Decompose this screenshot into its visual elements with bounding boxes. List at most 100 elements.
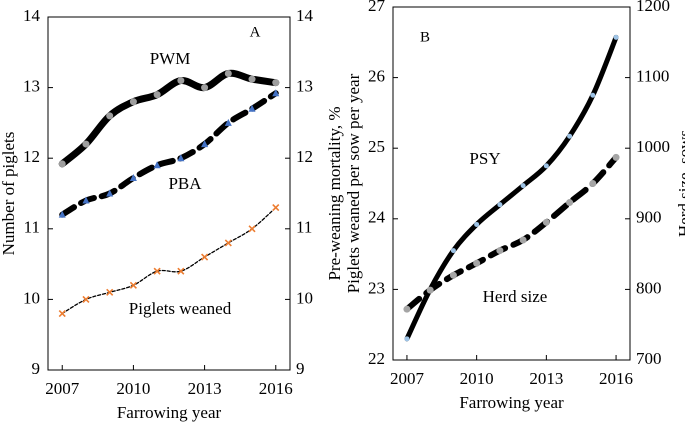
marker <box>566 199 574 207</box>
x-axis-title: Farrowing year <box>117 403 222 422</box>
marker <box>177 154 185 162</box>
y2-tick-label: 10 <box>296 288 313 307</box>
y2-tick-label: 800 <box>636 278 662 297</box>
marker <box>449 271 457 279</box>
y-tick-label: 26 <box>368 67 385 86</box>
marker <box>474 221 480 227</box>
marker <box>224 69 232 77</box>
x-tick-label: 2016 <box>599 369 633 388</box>
marker <box>426 286 434 294</box>
marker <box>153 161 161 169</box>
y-tick-label: 14 <box>23 6 41 25</box>
y-tick-label: 13 <box>23 77 40 96</box>
y2-tick-label: 12 <box>296 147 313 166</box>
marker <box>589 180 597 187</box>
series-line <box>58 69 280 168</box>
series-line <box>403 154 620 313</box>
y2-tick-label: 9 <box>296 359 305 378</box>
x-axis-title: Farrowing year <box>459 393 564 412</box>
marker <box>153 91 161 99</box>
series-label: PSY <box>469 149 500 168</box>
marker <box>272 89 280 97</box>
y-tick-label: 22 <box>368 349 385 368</box>
y2-axis-title: Pre-weaning mortality, % <box>325 106 344 280</box>
y-tick-label: 27 <box>368 0 386 15</box>
marker <box>153 267 161 275</box>
marker <box>272 204 280 212</box>
marker <box>248 75 256 83</box>
y-tick-label: 24 <box>368 208 386 227</box>
marker <box>129 98 137 106</box>
marker <box>567 133 573 139</box>
marker <box>520 183 526 189</box>
marker <box>613 34 619 40</box>
marker <box>519 236 527 244</box>
marker <box>272 79 280 87</box>
x-tick-label: 2013 <box>188 379 222 398</box>
marker <box>612 153 620 161</box>
series-label: PBA <box>168 174 202 193</box>
y2-axis-title: Herd size, sows <box>675 130 685 237</box>
y2-tick-label: 900 <box>636 208 662 227</box>
y2-tick-label: 1100 <box>636 67 669 86</box>
marker <box>248 225 256 233</box>
series-line <box>61 206 277 315</box>
marker <box>542 218 550 226</box>
series-label: Piglets weaned <box>129 299 232 318</box>
marker <box>58 210 66 218</box>
y-tick-label: 11 <box>24 218 40 237</box>
y-tick-label: 25 <box>368 137 385 156</box>
marker <box>201 140 209 148</box>
series-line <box>404 34 619 342</box>
x-tick-label: 2010 <box>116 379 150 398</box>
marker <box>106 288 114 296</box>
marker <box>58 309 66 318</box>
series-line <box>59 90 279 218</box>
marker <box>82 196 90 204</box>
marker <box>58 160 66 168</box>
marker <box>590 92 596 98</box>
y2-tick-label: 11 <box>296 218 312 237</box>
plot-frame <box>392 6 631 361</box>
marker <box>177 267 185 275</box>
marker <box>248 104 256 112</box>
marker <box>106 112 114 120</box>
y2-tick-label: 1200 <box>636 0 670 15</box>
y-tick-label: 9 <box>32 359 41 378</box>
marker <box>129 173 137 181</box>
x-tick-label: 2007 <box>390 369 425 388</box>
marker <box>106 189 114 197</box>
panel-label: B <box>420 29 430 45</box>
marker <box>543 163 549 169</box>
x-tick-label: 2010 <box>460 369 494 388</box>
marker <box>450 248 456 254</box>
marker <box>224 118 232 126</box>
marker <box>496 247 504 255</box>
panel-label: A <box>250 24 261 40</box>
y2-tick-label: 700 <box>636 349 662 368</box>
marker <box>403 305 411 313</box>
y2-tick-label: 14 <box>296 6 314 25</box>
marker <box>201 253 209 261</box>
y-axis-title: Piglets weaned per sow per year <box>344 73 363 293</box>
marker <box>473 259 481 267</box>
marker <box>82 140 90 148</box>
marker <box>201 84 209 92</box>
marker <box>404 336 410 342</box>
x-tick-label: 2007 <box>45 379 80 398</box>
series-label: PWM <box>150 49 191 68</box>
y2-tick-label: 1000 <box>636 137 670 156</box>
marker <box>497 202 503 208</box>
x-tick-label: 2013 <box>529 369 563 388</box>
y-axis-title: Number of piglets <box>0 132 18 256</box>
x-tick-label: 2016 <box>259 379 293 398</box>
marker <box>224 239 232 247</box>
plot-frame <box>47 16 291 371</box>
y2-tick-label: 13 <box>296 77 313 96</box>
y-tick-label: 23 <box>368 278 385 297</box>
marker <box>129 281 137 289</box>
series-label: Herd size <box>483 287 548 306</box>
y-tick-label: 12 <box>23 147 40 166</box>
marker <box>82 295 90 303</box>
